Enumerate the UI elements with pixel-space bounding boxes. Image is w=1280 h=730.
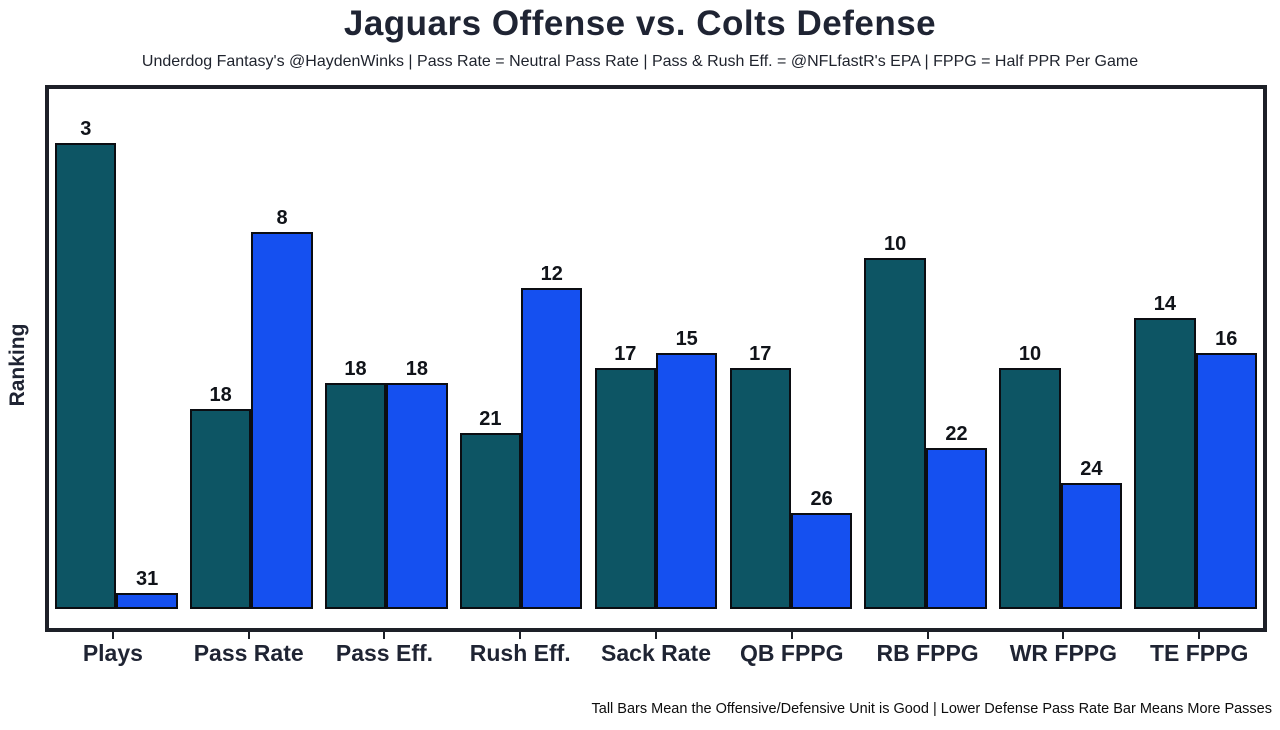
x-category-label: Plays bbox=[82, 640, 143, 666]
x-slot: TE FPPG bbox=[1131, 632, 1267, 667]
bar-group-pass-rate: 18 8 bbox=[184, 207, 319, 609]
bar-group-plays: 3 31 bbox=[49, 118, 184, 609]
offense-bar: 17 bbox=[729, 343, 791, 609]
bar-value-label: 16 bbox=[1215, 328, 1238, 350]
x-tick bbox=[111, 632, 114, 639]
bar-group-sack-rate: 17 15 bbox=[589, 328, 724, 609]
offense-bar: 3 bbox=[55, 118, 117, 609]
bar-value-label: 12 bbox=[540, 263, 563, 285]
bar-value-label: 8 bbox=[276, 207, 288, 229]
defense-bar: 22 bbox=[925, 423, 988, 609]
x-tick bbox=[1062, 632, 1065, 639]
offense-bar: 14 bbox=[1134, 293, 1196, 609]
x-category-label: QB FPPG bbox=[740, 640, 844, 666]
x-slot: RB FPPG bbox=[860, 632, 996, 667]
x-slot: Sack Rate bbox=[588, 632, 724, 667]
bars-row: 3 31 18 8 18 18 21 12 17 15 17 26 10 22 10 24 14 16 bbox=[49, 89, 1263, 628]
bar-value-label: 18 bbox=[405, 358, 429, 380]
bar-group-rb-fppg: 10 22 bbox=[858, 233, 993, 609]
offense-bar: 18 bbox=[324, 358, 387, 609]
x-category-label: WR FPPG bbox=[1009, 640, 1118, 666]
x-tick bbox=[790, 632, 793, 639]
offense-bar: 10 bbox=[864, 233, 926, 609]
bar-value-label: 31 bbox=[136, 568, 159, 590]
x-category-label: Pass Rate bbox=[193, 640, 304, 666]
x-slot: WR FPPG bbox=[995, 632, 1131, 667]
y-axis-label: Ranking bbox=[6, 323, 29, 407]
defense-bar: 24 bbox=[1060, 458, 1123, 609]
offense-bar: 18 bbox=[189, 384, 252, 609]
defense-bar: 18 bbox=[386, 358, 448, 609]
bar-value-label: 21 bbox=[479, 408, 502, 430]
offense-bar: 21 bbox=[459, 408, 522, 609]
bar-value-label: 26 bbox=[810, 488, 833, 510]
x-axis: Plays Pass Rate Pass Eff. Rush Eff. Sack Rat… bbox=[45, 632, 1267, 667]
defense-bar: 8 bbox=[251, 207, 313, 609]
offense-bar: 17 bbox=[594, 343, 656, 609]
x-slot: Rush Eff. bbox=[452, 632, 588, 667]
bar-value-label: 18 bbox=[344, 358, 367, 380]
bar-group-te-fppg: 14 16 bbox=[1128, 293, 1263, 609]
x-tick bbox=[383, 632, 386, 639]
bar-value-label: 3 bbox=[80, 118, 92, 140]
offense-bar: 10 bbox=[999, 343, 1061, 609]
x-tick bbox=[247, 632, 250, 639]
x-slot: QB FPPG bbox=[724, 632, 860, 667]
x-tick bbox=[519, 632, 522, 639]
bar-group-qb-fppg: 17 26 bbox=[723, 343, 858, 609]
defense-bar: 12 bbox=[521, 263, 583, 609]
bar-value-label: 14 bbox=[1153, 293, 1176, 315]
x-slot: Pass Rate bbox=[181, 632, 317, 667]
bar-value-label: 18 bbox=[209, 384, 232, 406]
defense-bar: 26 bbox=[790, 488, 853, 609]
bar-value-label: 10 bbox=[883, 233, 907, 255]
bar-value-label: 24 bbox=[1080, 458, 1103, 480]
defense-bar: 31 bbox=[116, 568, 178, 609]
bar-group-rush-eff: 21 12 bbox=[454, 263, 589, 609]
x-slot: Plays bbox=[45, 632, 181, 667]
x-tick bbox=[655, 632, 658, 639]
x-category-label: TE FPPG bbox=[1149, 640, 1249, 666]
bar-value-label: 10 bbox=[1018, 343, 1042, 365]
x-category-label: Rush Eff. bbox=[469, 640, 571, 666]
x-tick bbox=[926, 632, 929, 639]
x-category-label: Sack Rate bbox=[601, 640, 711, 666]
footer-note: Tall Bars Mean the Offensive/Defensive U… bbox=[591, 701, 1272, 717]
x-category-label: RB FPPG bbox=[876, 640, 979, 666]
bar-group-wr-fppg: 10 24 bbox=[993, 343, 1128, 609]
defense-bar: 16 bbox=[1195, 328, 1257, 609]
bar-value-label: 17 bbox=[614, 343, 637, 365]
bar-value-label: 15 bbox=[675, 328, 698, 350]
x-category-label: Pass Eff. bbox=[335, 640, 434, 666]
bar-value-label: 17 bbox=[749, 343, 772, 365]
x-tick bbox=[1198, 632, 1201, 639]
bar-group-pass-eff: 18 18 bbox=[319, 358, 454, 609]
plot-area: 3 31 18 8 18 18 21 12 17 15 17 26 10 22 10 24 14 16 bbox=[45, 85, 1267, 632]
chart-title: Jaguars Offense vs. Colts Defense bbox=[343, 4, 937, 43]
bar-value-label: 22 bbox=[945, 423, 968, 445]
x-slot: Pass Eff. bbox=[317, 632, 453, 667]
defense-bar: 15 bbox=[656, 328, 718, 609]
chart-subtitle: Underdog Fantasy's @HaydenWinks | Pass R… bbox=[141, 53, 1139, 70]
